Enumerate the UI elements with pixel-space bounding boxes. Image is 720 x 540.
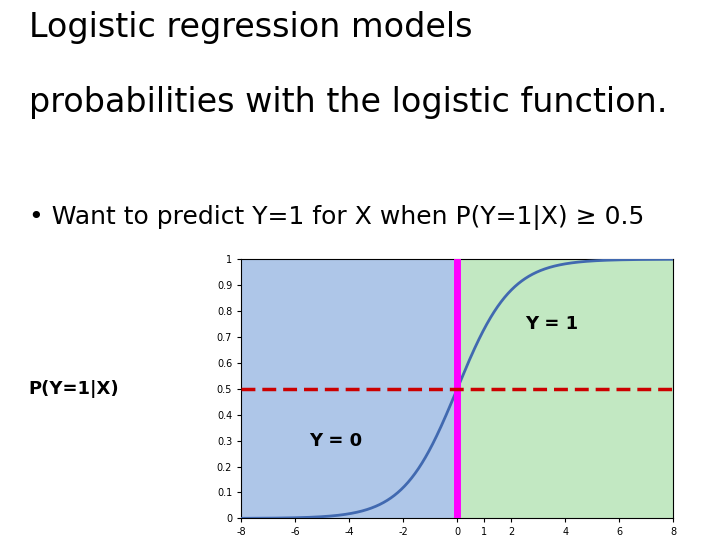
Text: • Want to predict Y=1 for X when P(Y=1|X) ≥ 0.5: • Want to predict Y=1 for X when P(Y=1|X…	[29, 205, 644, 230]
Text: Y = 1: Y = 1	[525, 315, 578, 333]
Text: Logistic regression models: Logistic regression models	[29, 11, 472, 44]
Text: Y = 0: Y = 0	[309, 432, 362, 450]
Text: P(Y=1|X): P(Y=1|X)	[29, 380, 120, 398]
Text: probabilities with the logistic function.: probabilities with the logistic function…	[29, 86, 667, 119]
